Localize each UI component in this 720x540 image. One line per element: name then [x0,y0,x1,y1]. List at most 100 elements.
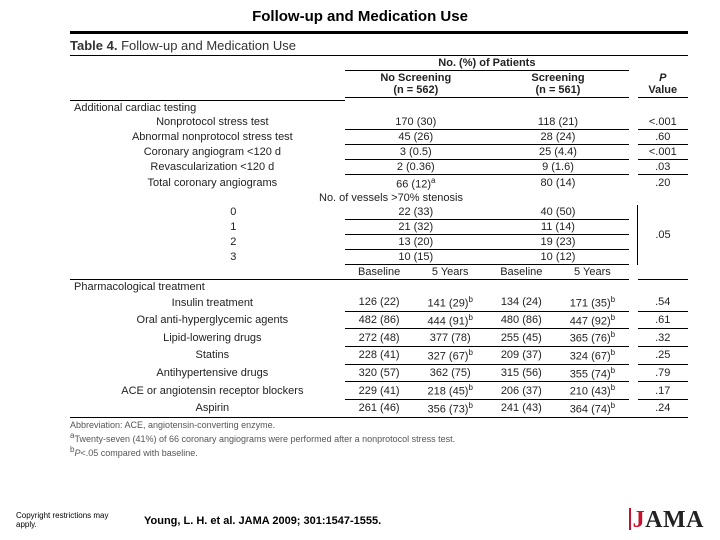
footnotes: Abbreviation: ACE, angiotensin-convertin… [70,417,688,460]
cell-p: .25 [638,347,688,365]
stenosis-k: 3 [70,250,345,265]
cell-sb: 315 (56) [487,364,556,382]
data-table: No. (%) of Patients No Screening(n = 562… [70,55,688,417]
cell-p: .60 [638,129,688,144]
cell-ns: 3 (0.5) [345,144,487,159]
cell-s5: 355 (74)b [556,364,629,382]
col-5years: 5 Years [414,265,487,280]
stenosis-k: 1 [70,220,345,235]
cell-p: .79 [638,364,688,382]
cell-sb: 255 (45) [487,329,556,347]
cell-ns: 2 (0.36) [345,159,487,174]
cell-ns: 21 (32) [345,220,487,235]
row-label: Nonprotocol stress test [70,115,345,130]
cell-sc: 25 (4.4) [487,144,629,159]
cell-sb: 241 (43) [487,400,556,417]
cell-p: .32 [638,329,688,347]
cell-ns: 22 (33) [345,205,487,220]
cell-s5: 447 (92)b [556,311,629,329]
row-label: Revascularization <120 d [70,159,345,174]
super-header: No. (%) of Patients [345,56,629,71]
fn-b: bP<.05 compared with baseline. [70,445,688,459]
row-label: Abnormal nonprotocol stress test [70,129,345,144]
cell-sc: 28 (24) [487,129,629,144]
col-no-screening: No Screening(n = 562) [345,71,487,98]
cell-s5: 210 (43)b [556,382,629,400]
cell-ns: 45 (26) [345,129,487,144]
row-label: ACE or angiotensin receptor blockers [70,382,345,400]
cell-nb: 482 (86) [345,311,414,329]
row-label: Aspirin [70,400,345,417]
cell-n5: 327 (67)b [414,347,487,365]
citation: Young, L. H. et al. JAMA 2009; 301:1547-… [144,515,381,527]
cell-p: .17 [638,382,688,400]
cell-n5: 356 (73)b [414,400,487,417]
row-label: Statins [70,347,345,365]
cell-p: <.001 [638,115,688,130]
cell-ns: 10 (15) [345,250,487,265]
cell-sc: 118 (21) [487,115,629,130]
col-screening: Screening(n = 561) [487,71,629,98]
bottom-bar: Copyright restrictions may apply. Young,… [16,512,704,530]
col-pvalue: PValue [638,71,688,98]
cell-p: .61 [638,311,688,329]
stenosis-label: No. of vessels >70% stenosis [70,191,688,205]
row-label: Total coronary angiograms [70,174,345,191]
cell-nb: 126 (22) [345,294,414,311]
row-label: Insulin treatment [70,294,345,311]
cell-sc: 10 (12) [487,250,629,265]
row-label: Lipid-lowering drugs [70,329,345,347]
cell-ns: 66 (12)a [345,174,487,191]
table-container: Table 4. Follow-up and Medication Use No… [70,31,688,460]
cell-sb: 134 (24) [487,294,556,311]
cell-p: <.001 [638,144,688,159]
cell-p: .03 [638,159,688,174]
slide-title: Follow-up and Medication Use [0,0,720,29]
jama-logo: JAMA [629,507,704,534]
copyright-note: Copyright restrictions may apply. [16,512,126,530]
fn-a: aTwenty-seven (41%) of 66 coronary angio… [70,431,688,445]
cell-nb: 261 (46) [345,400,414,417]
col-baseline: Baseline [345,265,414,280]
cell-n5: 377 (78) [414,329,487,347]
cell-s5: 171 (35)b [556,294,629,311]
stenosis-k: 2 [70,235,345,250]
cell-nb: 320 (57) [345,364,414,382]
cell-sc: 19 (23) [487,235,629,250]
cell-s5: 324 (67)b [556,347,629,365]
table-title: Follow-up and Medication Use [121,38,296,53]
section2-title: Pharmacological treatment [70,280,688,295]
cell-sc: 9 (1.6) [487,159,629,174]
cell-n5: 362 (75) [414,364,487,382]
table-label: Table 4. [70,38,117,53]
stenosis-k: 0 [70,205,345,220]
cell-sb: 480 (86) [487,311,556,329]
cell-s5: 365 (76)b [556,329,629,347]
cell-sb: 209 (37) [487,347,556,365]
cell-sc: 40 (50) [487,205,629,220]
fn-abbr: Abbreviation: ACE, angiotensin-convertin… [70,420,688,431]
cell-nb: 229 (41) [345,382,414,400]
cell-p: .24 [638,400,688,417]
stenosis-p: .05 [638,205,688,265]
cell-n5: 218 (45)b [414,382,487,400]
cell-p: .54 [638,294,688,311]
cell-sc: 11 (14) [487,220,629,235]
cell-nb: 272 (48) [345,329,414,347]
section1-title: Additional cardiac testing [70,100,688,115]
cell-ns: 170 (30) [345,115,487,130]
col-baseline: Baseline [487,265,556,280]
cell-p: .20 [638,174,688,191]
cell-n5: 444 (91)b [414,311,487,329]
col-5years: 5 Years [556,265,629,280]
cell-nb: 228 (41) [345,347,414,365]
cell-sb: 206 (37) [487,382,556,400]
cell-ns: 13 (20) [345,235,487,250]
cell-s5: 364 (74)b [556,400,629,417]
cell-n5: 141 (29)b [414,294,487,311]
row-label: Coronary angiogram <120 d [70,144,345,159]
cell-sc: 80 (14) [487,174,629,191]
row-label: Oral anti-hyperglycemic agents [70,311,345,329]
table-caption: Table 4. Follow-up and Medication Use [70,31,688,55]
row-label: Antihypertensive drugs [70,364,345,382]
